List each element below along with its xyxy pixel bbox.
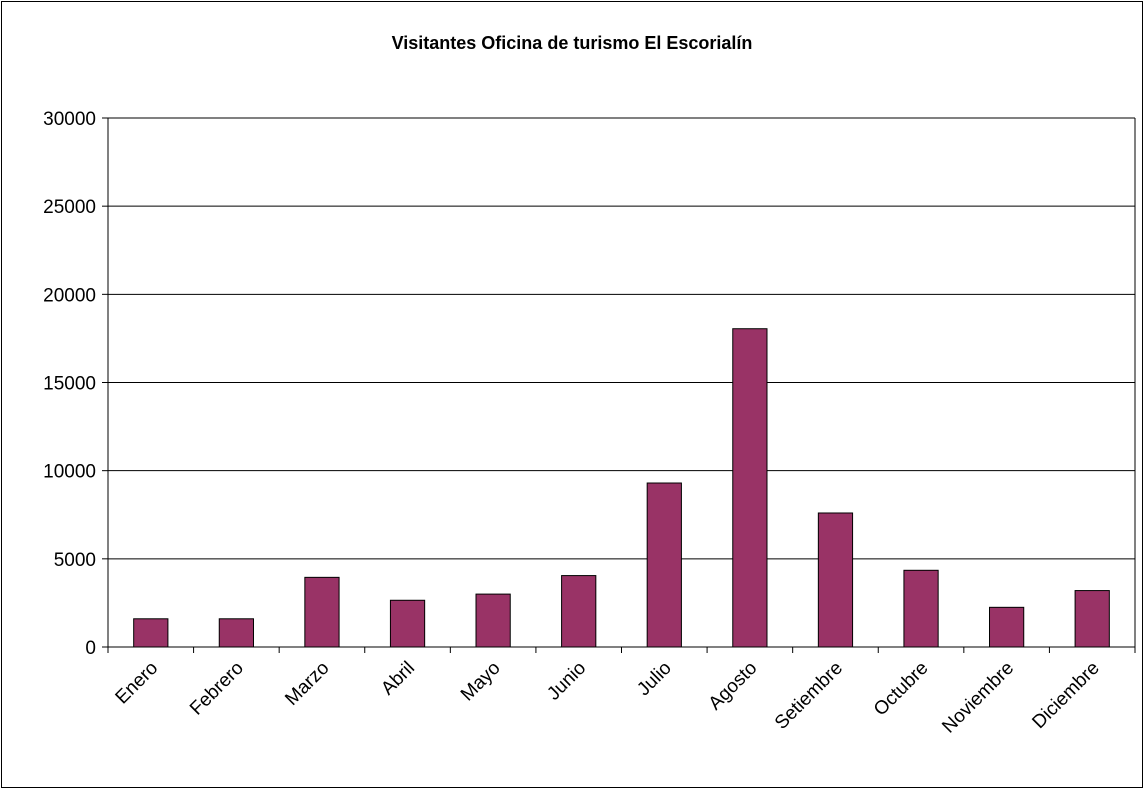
x-tick-label: Febrero bbox=[186, 658, 248, 720]
x-tick-label: Noviembre bbox=[938, 658, 1018, 738]
y-tick-label: 0 bbox=[85, 638, 96, 659]
x-tick-label: Enero bbox=[112, 658, 163, 709]
y-tick-label: 10000 bbox=[43, 462, 96, 483]
y-tick-label: 15000 bbox=[43, 374, 96, 395]
x-tick-label: Diciembre bbox=[1028, 658, 1103, 733]
y-tick-label: 25000 bbox=[43, 197, 96, 218]
bar-marzo bbox=[304, 576, 340, 648]
bar-mayo bbox=[475, 593, 511, 648]
bar-julio bbox=[646, 482, 682, 648]
x-tick-label: Junio bbox=[543, 658, 590, 705]
chart-title: Visitantes Oficina de turismo El Escoria… bbox=[392, 33, 753, 53]
x-tick-label: Octubre bbox=[870, 658, 933, 721]
y-tick-label: 20000 bbox=[43, 285, 96, 306]
bar-diciembre bbox=[1074, 590, 1110, 648]
bar-junio bbox=[561, 575, 597, 648]
bar-abril bbox=[389, 599, 426, 648]
x-tick-label: Abril bbox=[377, 658, 419, 700]
y-axis-ticks: 0 5000 10000 15000 20000 25000 30000 bbox=[43, 109, 108, 659]
x-tick-label: Agosto bbox=[705, 658, 762, 715]
y-tick-label: 5000 bbox=[54, 550, 96, 571]
bar-octubre bbox=[903, 569, 939, 648]
x-tick-label: Setiembre bbox=[771, 658, 847, 734]
x-tick-label: Marzo bbox=[281, 658, 333, 710]
y-tick-label: 30000 bbox=[43, 109, 96, 130]
x-axis-ticks: Enero Febrero Marzo Abril Mayo Junio Julio Agos… bbox=[107, 647, 1136, 738]
bar-agosto bbox=[732, 328, 768, 648]
bar-noviembre bbox=[989, 606, 1025, 648]
x-tick-label: Julio bbox=[633, 658, 675, 700]
bar-enero bbox=[133, 618, 169, 648]
x-tick-label: Mayo bbox=[457, 658, 505, 706]
bars bbox=[133, 328, 1110, 648]
bar-febrero bbox=[218, 618, 254, 648]
gridlines bbox=[108, 117, 1135, 560]
bar-setiembre bbox=[817, 512, 854, 648]
